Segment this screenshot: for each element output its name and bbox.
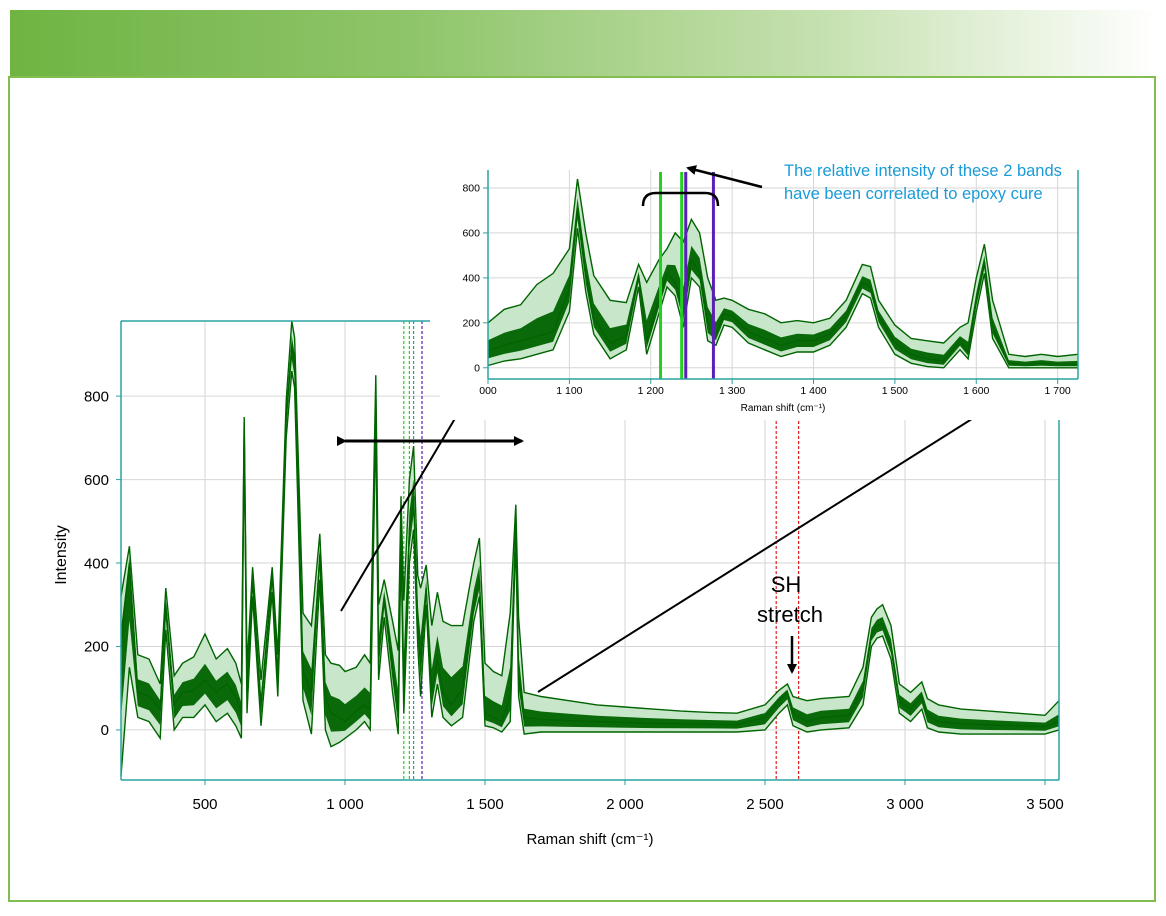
main-x-axis-label: Raman shift (cm⁻¹) [526,831,653,848]
y-tick-label: 600 [462,228,480,240]
x-tick-label: 3 000 [886,796,924,813]
x-tick-label: 3 500 [1026,796,1064,813]
x-tick-label: 500 [192,796,217,813]
header-banner [10,10,1158,76]
x-tick-label: 2 000 [606,796,644,813]
stretch-label: stretch [757,602,823,627]
inset-x-ticks: 000 1 100 1 200 1 300 1 400 1 500 1 600 1 700 [479,379,1071,397]
spectrum-envelope [488,179,1078,368]
inset-zoom-chart: 000 1 100 1 200 1 300 1 400 1 500 1 600 1 700 0… [440,160,1082,420]
spectrum-line-min [487,228,1078,369]
x-tick-label: 1 600 [963,385,989,397]
x-tick-label: 1 500 [882,385,908,397]
spectrum-line-max [487,178,1079,358]
main-y-axis-label: Intensity [53,525,70,585]
zoom-connector-left [340,382,477,612]
y-tick-label: 200 [462,317,480,329]
figure-frame [8,76,1156,902]
y-tick-label: 200 [84,639,109,656]
inset-x-axis-label: Raman shift (cm⁻¹) [741,403,826,414]
main-axes [120,320,1060,781]
inset-band-lines [659,172,715,379]
x-tick-label: 1 000 [326,796,364,813]
x-tick-label: 1 700 [1045,385,1071,397]
y-tick-label: 0 [101,722,109,739]
y-tick-label: 400 [462,273,480,285]
y-tick-label: 0 [474,362,480,374]
y-tick-label: 400 [84,555,109,572]
inset-axes [487,170,1079,380]
inset-series-group [487,178,1079,369]
spectrum-envelope [121,321,1059,776]
main-series-group [120,320,1060,776]
x-tick-label: 000 [479,385,497,397]
callout-line-2: have been correlated to epoxy cure [784,185,1043,203]
x-tick-label: 1 400 [800,385,826,397]
sh-label: SH [771,572,802,597]
spectrum-line-mean [487,208,1078,366]
band-bracket [641,191,720,207]
callout-arrow [686,165,763,189]
spectrum-dense-band [121,335,1059,732]
main-x-ticks: 500 1 000 1 500 2 000 2 500 3 000 3 500 [192,780,1064,813]
spectrum-line-min [120,370,1060,776]
y-tick-label: 800 [462,183,480,195]
inset-y-ticks: 0 200 400 600 800 [462,183,488,374]
y-tick-label: 800 [84,388,109,405]
x-tick-label: 1 300 [719,385,745,397]
x-tick-label: 1 200 [638,385,664,397]
main-y-ticks: 0 200 400 600 800 [84,388,121,739]
x-tick-label: 1 500 [466,796,504,813]
x-tick-label: 1 100 [556,385,582,397]
x-tick-label: 2 500 [746,796,784,813]
y-tick-label: 600 [84,472,109,489]
callout-line-1: The relative intensity of these 2 bands [784,162,1062,180]
